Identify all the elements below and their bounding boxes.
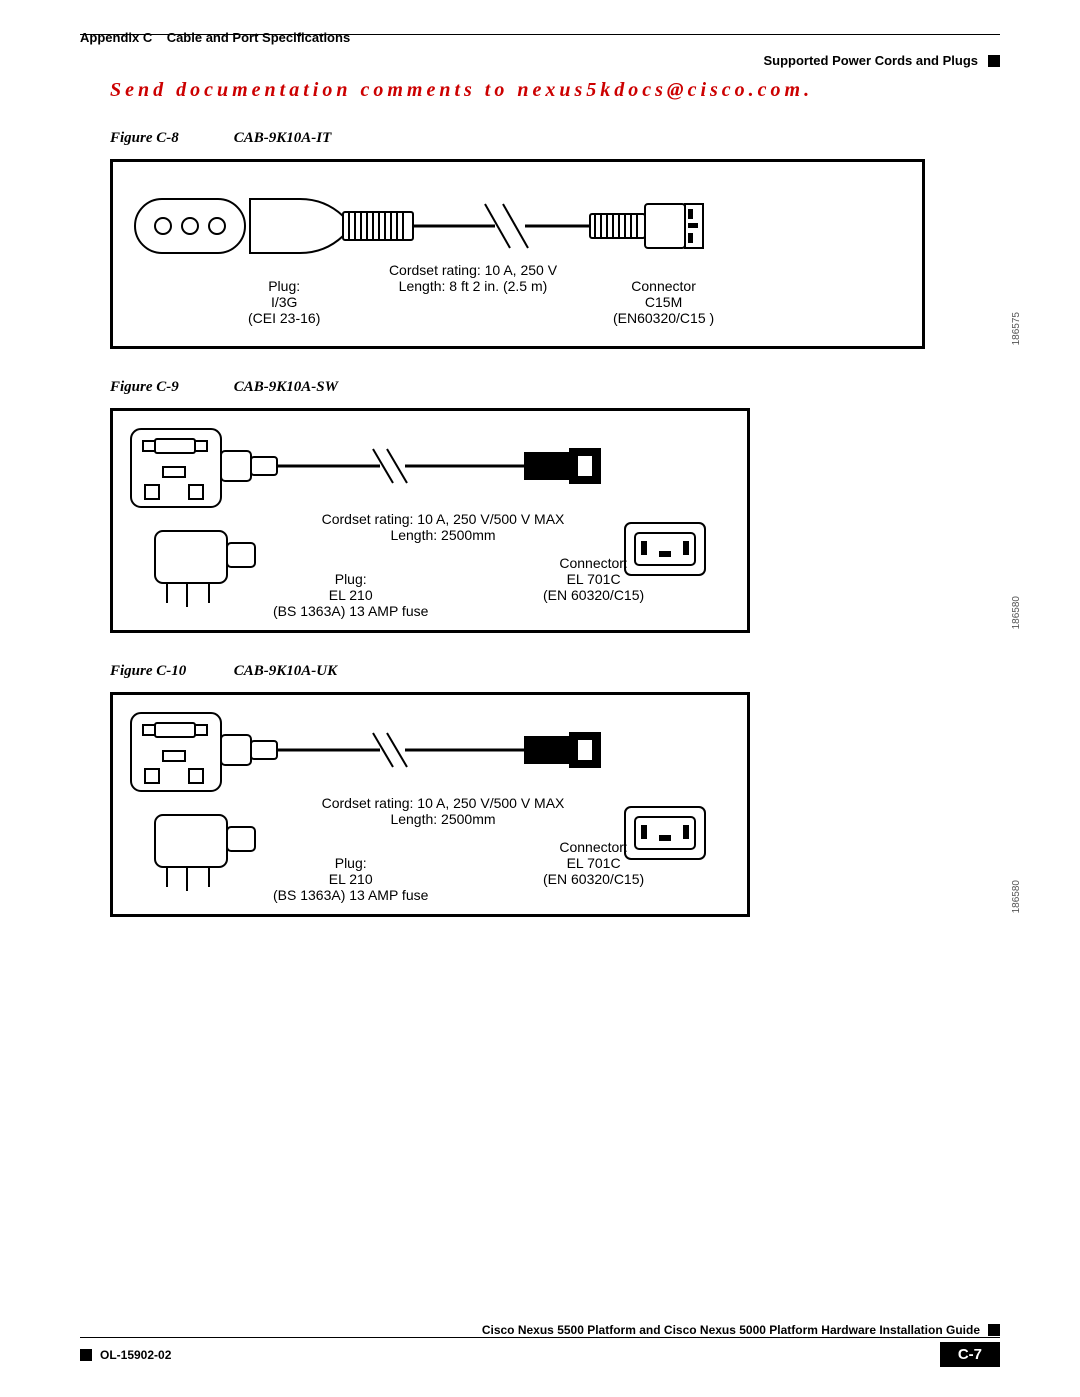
figure-c8-sideid: 186575 — [1011, 312, 1022, 345]
figure-c8: Figure C-8 CAB-9K10A-IT 186575 — [110, 130, 1000, 349]
fig10-length: Length: 2500mm — [303, 811, 583, 827]
fig8-plug-block: Plug: I/3G (CEI 23-16) — [248, 278, 320, 326]
header-right: Supported Power Cords and Plugs — [80, 53, 1000, 68]
fig9-plug-block: Plug: EL 210 (BS 1363A) 13 AMP fuse — [273, 571, 428, 619]
appendix-label: Appendix C — [80, 30, 152, 45]
figure-c10-num: Figure C-10 — [110, 663, 230, 680]
fig10-conn-block: Connector: EL 701C (EN 60320/C15) — [543, 839, 644, 887]
figure-c8-num: Figure C-8 — [110, 130, 230, 147]
figure-c8-wrap: 186575 — [110, 159, 1000, 349]
header-marker-icon — [988, 55, 1000, 67]
fig8-cordset-rating: Cordset rating: 10 A, 250 V — [373, 262, 573, 278]
page-header: Appendix C Cable and Port Specifications — [80, 30, 1000, 45]
figure-c9-wrap: 186580 — [110, 408, 1000, 633]
fig9-cordset-rating: Cordset rating: 10 A, 250 V/500 V MAX — [303, 511, 583, 527]
figure-c10-wrap: 186580 — [110, 692, 1000, 917]
fig8-plug-std: (CEI 23-16) — [248, 310, 320, 326]
comments-email-line: Send documentation comments to nexus5kdo… — [110, 79, 1000, 102]
fig9-cordset: Cordset rating: 10 A, 250 V/500 V MAX Le… — [303, 511, 583, 543]
footer-doc-marker-icon — [80, 1349, 92, 1361]
fig9-conn-block: Connector: EL 701C (EN 60320/C15) — [543, 555, 644, 603]
figure-c9-box: Cordset rating: 10 A, 250 V/500 V MAX Le… — [110, 408, 750, 633]
fig8-length: Length: 8 ft 2 in. (2.5 m) — [373, 278, 573, 294]
fig9-length: Length: 2500mm — [303, 527, 583, 543]
footer-bottom-row: OL-15902-02 C-7 — [80, 1342, 1000, 1367]
header-title: Cable and Port Specifications — [167, 30, 351, 45]
figure-c10-sideid: 186580 — [1011, 880, 1022, 913]
fig10-plug-type: EL 210 — [273, 871, 428, 887]
footer-top-row: Cisco Nexus 5500 Platform and Cisco Nexu… — [80, 1323, 1000, 1337]
fig9-plug-label: Plug: — [273, 571, 428, 587]
page-root: Appendix C Cable and Port Specifications… — [0, 0, 1080, 1397]
header-subtitle: Supported Power Cords and Plugs — [763, 53, 978, 68]
figure-c8-name: CAB-9K10A-IT — [234, 130, 332, 146]
figure-c8-caption: Figure C-8 CAB-9K10A-IT — [110, 130, 1000, 147]
fig10-plug-std: (BS 1363A) 13 AMP fuse — [273, 887, 428, 903]
fig9-plug-std: (BS 1363A) 13 AMP fuse — [273, 603, 428, 619]
header-left: Appendix C Cable and Port Specifications — [80, 30, 350, 45]
fig8-cordset: Cordset rating: 10 A, 250 V Length: 8 ft… — [373, 262, 573, 294]
fig8-conn-block: Connector C15M (EN60320/C15 ) — [613, 278, 714, 326]
figure-c9-name: CAB-9K10A-SW — [234, 379, 338, 395]
figure-c10-name: CAB-9K10A-UK — [234, 663, 337, 679]
fig8-conn-std: (EN60320/C15 ) — [613, 310, 714, 326]
footer-marker-icon — [988, 1324, 1000, 1336]
footer-guide-title: Cisco Nexus 5500 Platform and Cisco Nexu… — [482, 1323, 980, 1337]
fig10-conn-type: EL 701C — [543, 855, 644, 871]
fig10-conn-std: (EN 60320/C15) — [543, 871, 644, 887]
fig10-plug-label: Plug: — [273, 855, 428, 871]
figure-c10: Figure C-10 CAB-9K10A-UK 186580 — [110, 663, 1000, 917]
fig9-conn-type: EL 701C — [543, 571, 644, 587]
fig9-plug-type: EL 210 — [273, 587, 428, 603]
figure-c9-sideid: 186580 — [1011, 596, 1022, 629]
fig8-plug-type: I/3G — [248, 294, 320, 310]
figure-c10-box: Cordset rating: 10 A, 250 V/500 V MAX Le… — [110, 692, 750, 917]
footer-divider — [80, 1337, 1000, 1338]
figure-c10-caption: Figure C-10 CAB-9K10A-UK — [110, 663, 1000, 680]
figure-c9-num: Figure C-9 — [110, 379, 230, 396]
figure-c9-caption: Figure C-9 CAB-9K10A-SW — [110, 379, 1000, 396]
fig8-conn-type: C15M — [613, 294, 714, 310]
page-number-badge: C-7 — [940, 1342, 1000, 1367]
fig10-cordset-rating: Cordset rating: 10 A, 250 V/500 V MAX — [303, 795, 583, 811]
footer-doc-block: OL-15902-02 — [80, 1348, 171, 1362]
figure-c8-svg — [125, 174, 915, 339]
fig10-conn-label: Connector: — [543, 839, 644, 855]
fig9-conn-label: Connector: — [543, 555, 644, 571]
fig10-cordset: Cordset rating: 10 A, 250 V/500 V MAX Le… — [303, 795, 583, 827]
figure-c9: Figure C-9 CAB-9K10A-SW 186580 — [110, 379, 1000, 633]
fig10-plug-block: Plug: EL 210 (BS 1363A) 13 AMP fuse — [273, 855, 428, 903]
fig8-plug-label: Plug: — [248, 278, 320, 294]
figure-c8-box: Cordset rating: 10 A, 250 V Length: 8 ft… — [110, 159, 925, 349]
footer-doc-id: OL-15902-02 — [100, 1348, 171, 1362]
page-footer: Cisco Nexus 5500 Platform and Cisco Nexu… — [80, 1323, 1000, 1367]
fig9-conn-std: (EN 60320/C15) — [543, 587, 644, 603]
fig8-conn-label: Connector — [613, 278, 714, 294]
